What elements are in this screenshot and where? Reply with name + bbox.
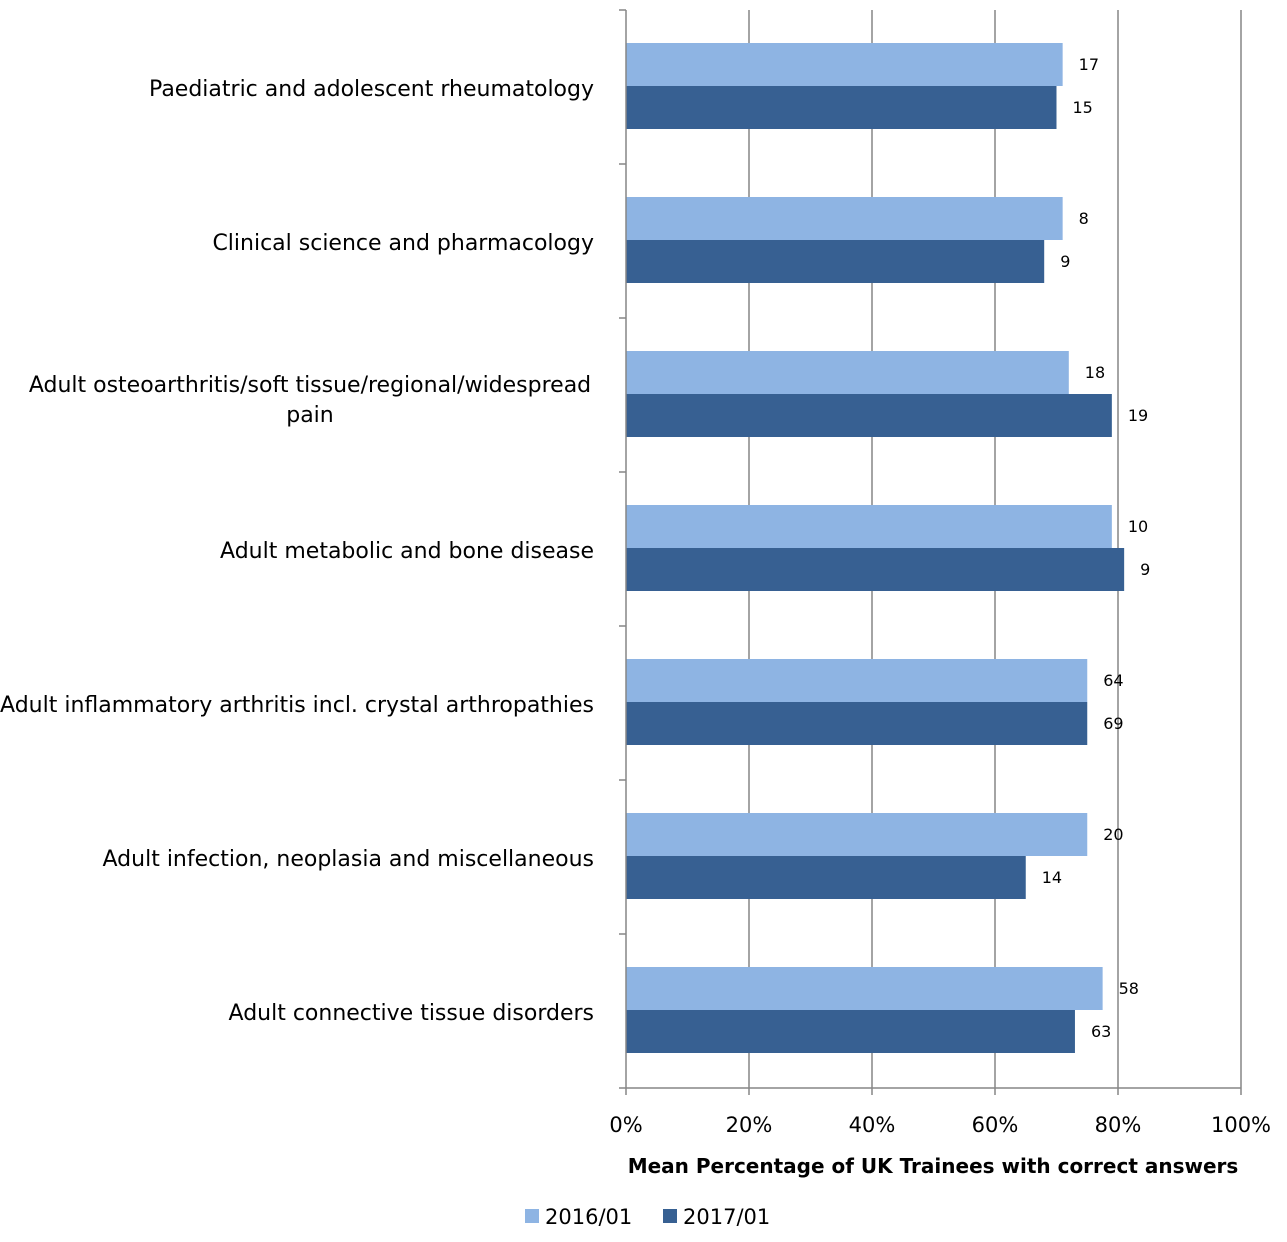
- data-label: 20: [1103, 825, 1123, 844]
- category-label-line: pain: [286, 403, 334, 428]
- x-tick-labels: 0% 20% 40% 60% 80% 100%: [609, 1113, 1271, 1137]
- category-label: Adult connective tissue disorders: [229, 1001, 594, 1026]
- data-label: 17: [1079, 55, 1099, 74]
- bar: [626, 659, 1088, 702]
- bar: [626, 1010, 1075, 1053]
- legend: 2016/01 2017/01: [525, 1205, 770, 1229]
- category-label: Clinical science and pharmacology: [212, 231, 594, 256]
- data-label: 8: [1079, 209, 1089, 228]
- legend-label: 2016/01: [545, 1205, 632, 1229]
- bar: [626, 505, 1112, 548]
- bar: [626, 351, 1069, 394]
- bar: [626, 856, 1026, 899]
- x-tick-label: 100%: [1211, 1113, 1271, 1137]
- x-tick-label: 20%: [726, 1113, 773, 1137]
- data-label: 58: [1119, 979, 1139, 998]
- data-label: 69: [1103, 714, 1123, 733]
- legend-swatch: [525, 1209, 539, 1223]
- data-label: 63: [1091, 1022, 1111, 1041]
- data-labels: 17 8 18 10 64 20 58 15 9 19 9 69 14 63: [1042, 55, 1151, 1041]
- data-label: 19: [1128, 406, 1148, 425]
- data-label: 10: [1128, 517, 1148, 536]
- data-label: 15: [1073, 98, 1093, 117]
- bar: [626, 394, 1112, 437]
- data-label: 18: [1085, 363, 1105, 382]
- category-label: Paediatric and adolescent rheumatology: [149, 77, 594, 102]
- data-label: 9: [1060, 252, 1070, 271]
- category-label: Adult metabolic and bone disease: [220, 539, 594, 564]
- x-tick-label: 0%: [609, 1113, 642, 1137]
- bar: [626, 813, 1088, 856]
- data-label: 14: [1042, 868, 1062, 887]
- bar: [626, 86, 1057, 129]
- legend-label: 2017/01: [683, 1205, 770, 1229]
- legend-swatch: [663, 1209, 677, 1223]
- category-label: Adult osteoarthritis/soft tissue/regiona…: [29, 373, 591, 428]
- bar: [626, 197, 1063, 240]
- data-label: 64: [1103, 671, 1123, 690]
- category-labels: Paediatric and adolescent rheumatology Cl…: [0, 77, 594, 1026]
- category-label: Adult infection, neoplasia and miscellan…: [103, 847, 594, 872]
- data-label: 9: [1140, 560, 1150, 579]
- bars: [626, 43, 1125, 1053]
- category-label: Adult inflammatory arthritis incl. cryst…: [0, 693, 594, 718]
- bar: [626, 240, 1045, 283]
- bar: [626, 702, 1088, 745]
- category-label-line: Adult osteoarthritis/soft tissue/regiona…: [29, 373, 591, 398]
- bar: [626, 967, 1103, 1010]
- x-tick-label: 40%: [849, 1113, 896, 1137]
- x-tick-label: 80%: [1095, 1113, 1142, 1137]
- bar: [626, 43, 1063, 86]
- axes: [619, 9, 1242, 1095]
- x-tick-label: 60%: [972, 1113, 1019, 1137]
- bar: [626, 548, 1125, 591]
- x-axis-title: Mean Percentage of UK Trainees with corr…: [628, 1154, 1239, 1178]
